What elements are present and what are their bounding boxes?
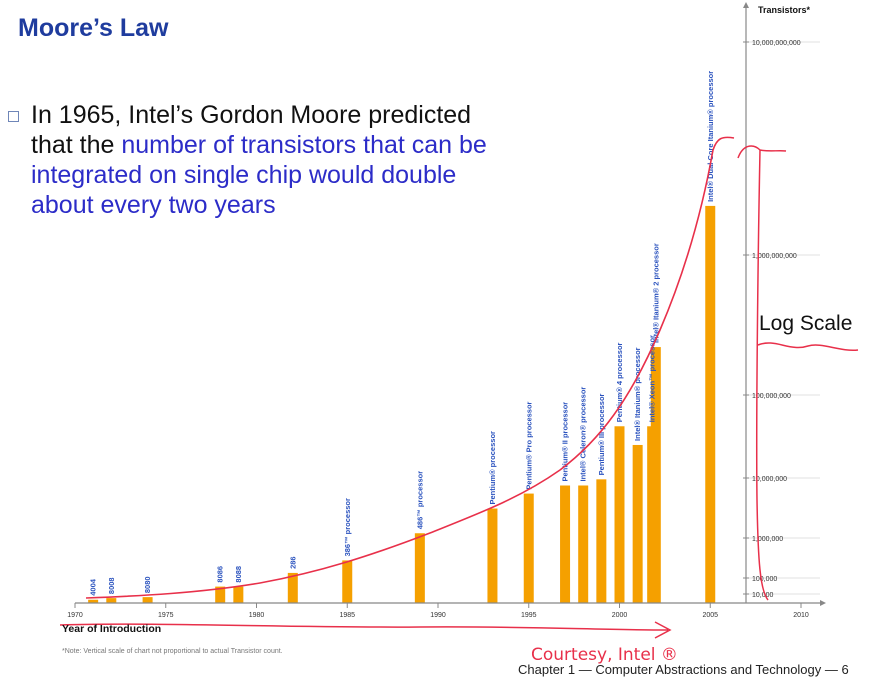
bar — [215, 586, 226, 603]
bar — [106, 598, 117, 603]
x-tick-label: 2010 — [793, 612, 809, 619]
bar-label: Intel® Xeon™ processor — [648, 335, 657, 422]
y-tick-label: 10,000,000 — [752, 476, 787, 483]
bar — [578, 485, 589, 603]
x-axis-arrow-icon — [820, 600, 826, 606]
bar-label: Pentium® III processor — [597, 393, 606, 475]
bar — [88, 599, 99, 603]
x-tick-label: 1980 — [249, 612, 265, 619]
bar-label: Pentium® 4 processor — [615, 342, 624, 422]
y-tick-label: 10,000,000,000 — [752, 40, 801, 47]
bar-label: 8008 — [107, 577, 116, 594]
bullet-text-plain: In 1965, Intel’s Gordon Moore predicted … — [31, 101, 472, 159]
y-tick-label: 1,000,000 — [752, 536, 783, 543]
bar — [487, 508, 498, 603]
growth-curve-annotation — [85, 136, 735, 599]
x-tick-label: 1990 — [430, 612, 446, 619]
bullet-text: In 1965, Intel’s Gordon Moore predicted … — [31, 100, 488, 220]
bar-label: 286 — [288, 556, 297, 569]
axes — [75, 2, 826, 606]
bar — [414, 533, 425, 603]
courtesy-annotation: Courtesy, Intel ® — [531, 645, 678, 665]
x-tick-label: 1970 — [67, 612, 83, 619]
bar-label: 8080 — [143, 576, 152, 593]
bar-label: Intel® Celeron® processor — [579, 387, 588, 482]
bar-label: 386™ processor — [343, 498, 352, 556]
x-tick-label: 2000 — [612, 612, 628, 619]
y-tick-label: 10,000 — [752, 592, 774, 599]
bar-label: 8088 — [234, 566, 243, 583]
x-tick-label: 2005 — [702, 612, 718, 619]
x-tick-label: 1975 — [158, 612, 174, 619]
x-tick-label: 1995 — [521, 612, 537, 619]
bar — [705, 205, 716, 604]
bar — [614, 426, 625, 603]
bar-label: Pentium® II processor — [561, 402, 570, 482]
bullet-point: In 1965, Intel’s Gordon Moore predicted … — [8, 100, 488, 220]
chart-note: *Note: Vertical scale of chart not propo… — [62, 648, 283, 655]
bar — [287, 572, 298, 603]
slide-footer: Chapter 1 — Computer Abstractions and Te… — [518, 662, 849, 677]
y-axis-title: Transistors* — [758, 5, 811, 15]
x-tick-label: 1985 — [339, 612, 355, 619]
bars — [88, 205, 716, 604]
bar — [560, 485, 571, 603]
bar-label: Pentium® Pro processor — [524, 401, 533, 489]
bar — [523, 493, 534, 603]
bar — [632, 444, 643, 603]
x-axis-arrow-annotation — [59, 621, 672, 639]
bar — [650, 347, 661, 603]
y-tick-label: 100,000 — [752, 576, 777, 583]
bar — [596, 479, 607, 603]
slide-title: Moore’s Law — [18, 14, 169, 42]
bar-label: Intel® Dual Core Itanium® processor — [706, 71, 715, 202]
log-scale-annotation: Log Scale — [759, 312, 853, 335]
bar-label: Pentium® processor — [488, 431, 497, 505]
bar-label: 486™ processor — [415, 471, 424, 529]
bullet-text-highlight: number of transistors that can be integr… — [31, 131, 487, 219]
y-ticks: 10,000 100,000 1,000,000 10,000,000 100,000,… — [743, 40, 801, 599]
bar-label: Intel® Itanium® processor — [633, 347, 642, 441]
bar-labels: 4004 8008 8080 8086 8088 286 386™ processor 486… — [89, 71, 715, 596]
bar-label: 8086 — [216, 566, 225, 583]
y-tick-label: 100,000,000 — [752, 393, 791, 400]
handdrawn-annotations — [59, 136, 859, 639]
log-scale-underline-annotation — [757, 342, 859, 351]
bar-label: 4004 — [89, 578, 98, 596]
x-axis-title: Year of Introduction — [62, 623, 162, 635]
bar — [142, 597, 153, 603]
bullet-square-icon — [8, 111, 19, 122]
y-axis-arrow-icon — [743, 2, 749, 8]
bar — [342, 560, 353, 603]
y-tick-label: 1,000,000,000 — [752, 253, 797, 260]
x-ticks: 1970 1975 1980 1985 1990 1995 2000 2005 2010 — [67, 603, 809, 619]
y-axis-bracket-annotation — [737, 145, 787, 601]
bar — [233, 586, 244, 603]
bar-label: Intel® Itanium® 2 processor — [651, 243, 660, 343]
